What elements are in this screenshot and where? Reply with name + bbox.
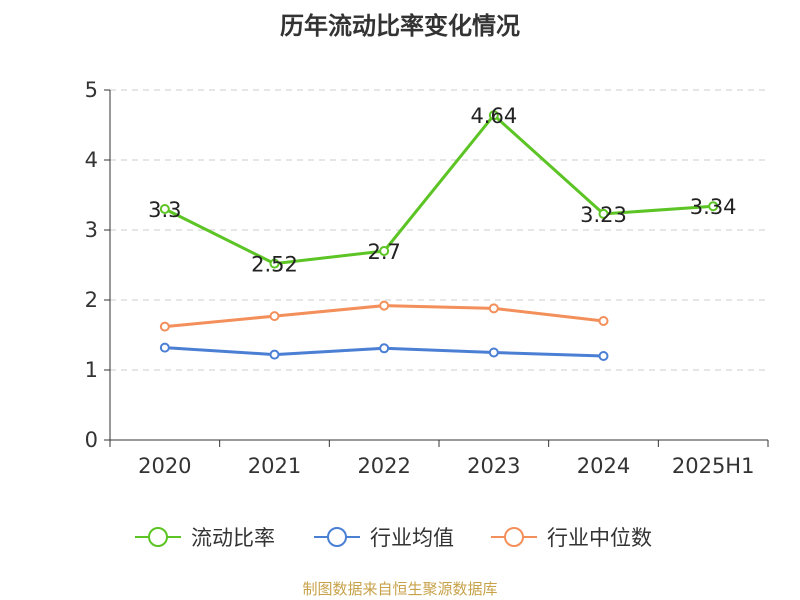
data-label: 4.64 <box>470 104 517 128</box>
x-tick-label: 2023 <box>467 454 520 478</box>
legend-label-industry-mean: 行业均值 <box>370 526 454 550</box>
y-tick-label: 3 <box>85 218 98 242</box>
x-tick-label: 2020 <box>138 454 191 478</box>
source-note: 制图数据来自恒生聚源数据库 <box>302 580 498 598</box>
legend-item-current-ratio[interactable]: 流动比率 <box>133 522 275 552</box>
data-point <box>269 258 280 269</box>
data-point <box>159 321 170 332</box>
data-point <box>488 303 499 314</box>
data-point <box>598 316 609 326</box>
data-label: 3.23 <box>580 203 627 227</box>
legend-item-industry-median[interactable]: 行业中位数 <box>489 522 652 552</box>
data-label: 2.7 <box>367 240 400 264</box>
data-label: 3.34 <box>690 195 737 219</box>
series-line-0 <box>164 113 714 266</box>
y-tick-label: 5 <box>85 78 98 102</box>
legend-current-ratio-icon <box>135 527 181 547</box>
legend-industry-median-icon <box>491 527 537 547</box>
data-point <box>379 343 390 354</box>
data-label: 3.3 <box>148 198 181 222</box>
y-tick-label: 0 <box>85 428 98 452</box>
x-tick-label: 2024 <box>577 454 630 478</box>
x-tick-label: 2025H1 <box>672 454 755 478</box>
series <box>159 110 719 361</box>
legend-label-industry-median: 行业中位数 <box>547 526 652 550</box>
data-point <box>159 342 170 353</box>
legend-item-industry-mean[interactable]: 行业均值 <box>312 522 454 552</box>
data-point <box>598 208 609 219</box>
y-tick-label: 4 <box>85 148 98 172</box>
data-point <box>598 351 609 361</box>
data-point <box>488 110 499 121</box>
data-point <box>269 349 280 360</box>
y-tick-label: 1 <box>85 358 98 382</box>
x-tick-label: 2021 <box>248 454 301 478</box>
legend: 流动比率 行业均值 行业中位数 <box>0 522 800 552</box>
chart-title: 历年流动比率变化情况 <box>280 12 520 40</box>
data-label: 2.52 <box>251 253 298 277</box>
axes: 0 1 2 3 4 5 2020 2021 2022 2023 2024 2025H1 <box>85 78 769 478</box>
data-point <box>379 246 390 256</box>
data-point <box>269 311 280 322</box>
x-tick-label: 2022 <box>357 454 410 478</box>
data-point <box>488 347 499 358</box>
data-point <box>708 201 719 212</box>
legend-label-current-ratio: 流动比率 <box>191 526 275 550</box>
legend-industry-mean-icon <box>314 527 360 547</box>
y-tick-label: 2 <box>85 288 98 312</box>
data-point <box>379 300 390 311</box>
data-point <box>159 204 170 214</box>
data-labels: 3.3 2.52 2.7 4.64 3.23 3.34 <box>148 104 736 276</box>
